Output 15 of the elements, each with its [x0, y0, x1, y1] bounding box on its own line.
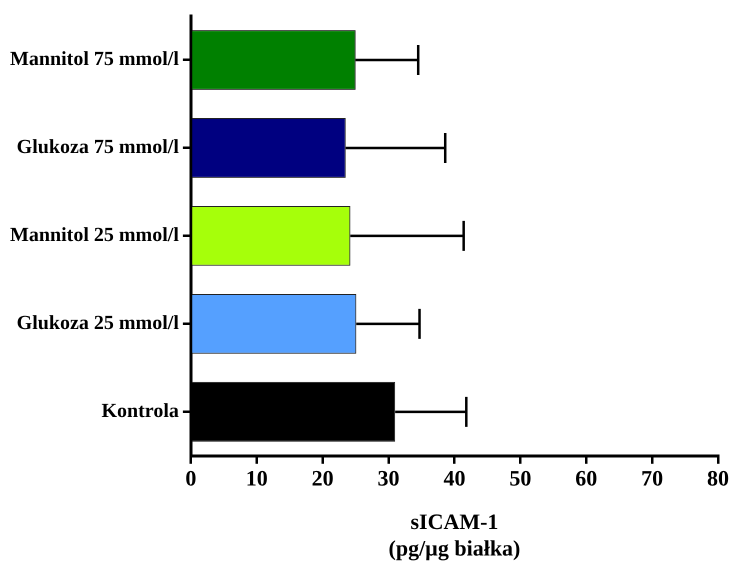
x-tick-label: 30	[378, 466, 400, 491]
y-tick-label: Mannitol 75 mmol/l	[10, 48, 180, 70]
y-tick-label: Glukoza 75 mmol/l	[16, 136, 180, 158]
x-tick-label: 20	[312, 466, 334, 491]
x-tick-label: 60	[575, 466, 598, 491]
x-tick-label: 80	[707, 466, 729, 491]
x-tick-label: 70	[641, 466, 664, 491]
x-axis-title: sICAM-1 (pg/µg białka)	[388, 509, 520, 560]
x-tick-label: 10	[246, 466, 268, 491]
x-tick-label: 40	[443, 466, 466, 491]
x-tick-label: 0	[185, 466, 196, 491]
y-tick-label: Kontrola	[101, 400, 179, 422]
y-tick-label: Glukoza 25 mmol/l	[16, 312, 180, 334]
x-tick-label: 50	[509, 466, 532, 491]
y-tick-label: Mannitol 25 mmol/l	[10, 224, 180, 246]
